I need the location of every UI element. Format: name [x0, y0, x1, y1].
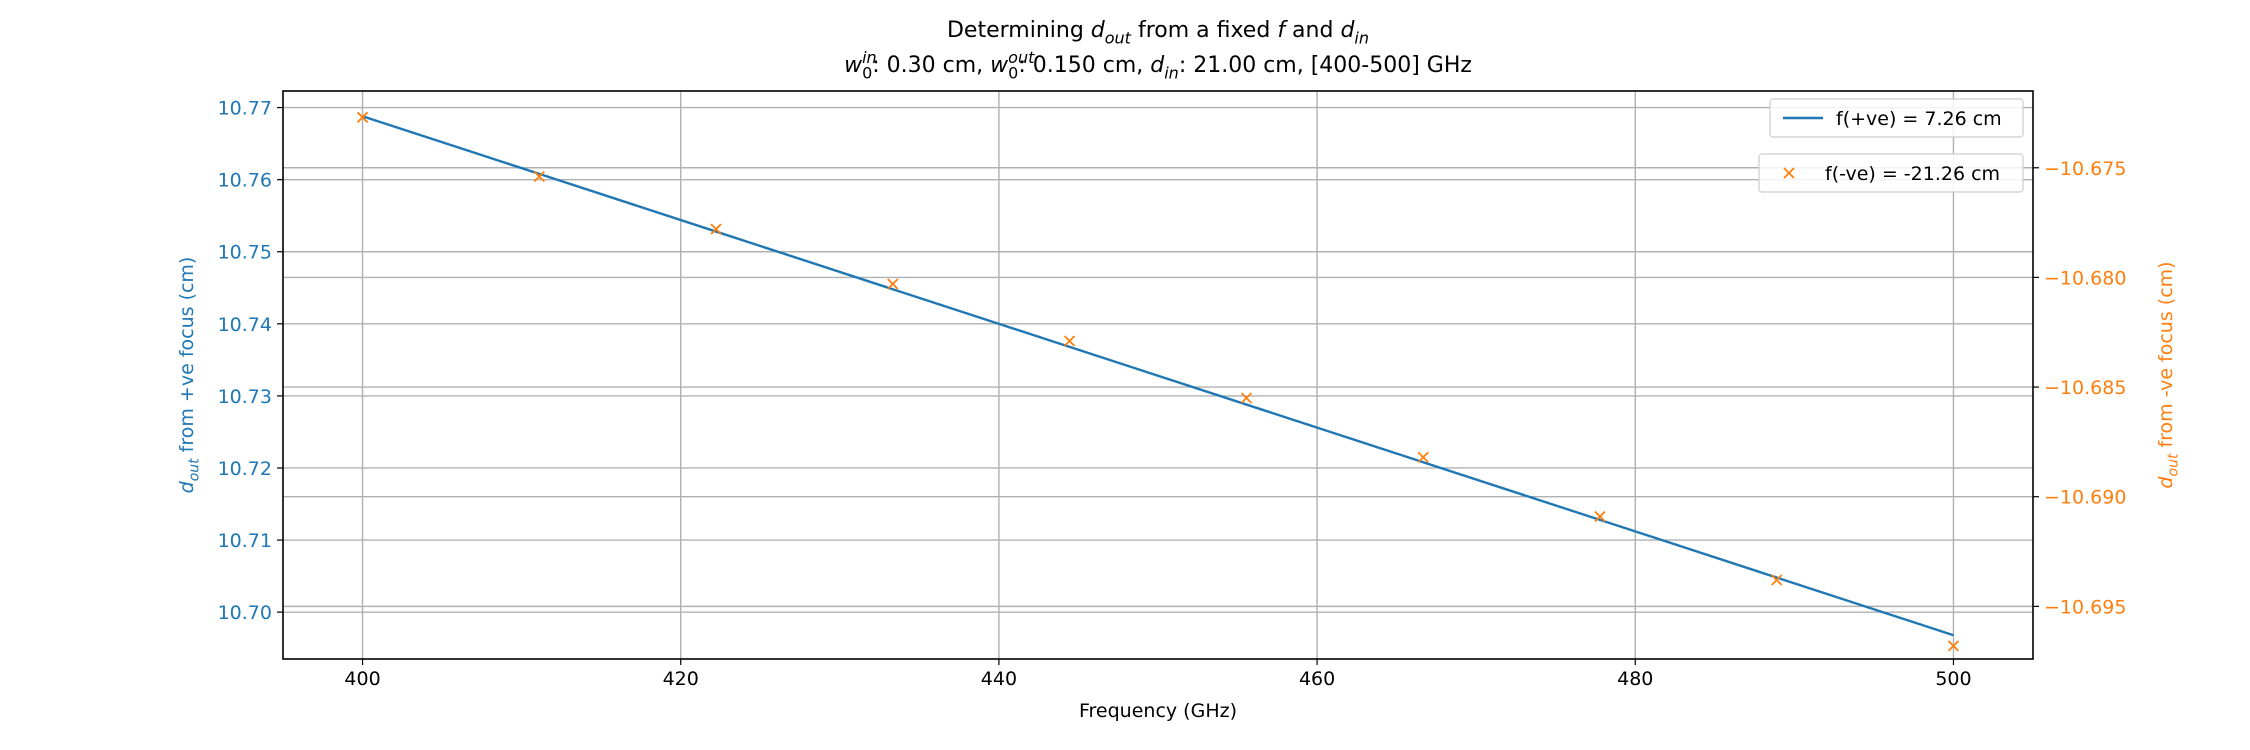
text-run: w — [844, 53, 863, 78]
x-tick-label: 400 — [344, 668, 380, 690]
chart-subtitle: win 0: 0.30 cm, wout 0: 0.150 cm, din: 21.… — [844, 48, 1472, 83]
text-run: out — [1008, 48, 1035, 67]
x-tick-label: 500 — [1935, 668, 1971, 690]
series-marker — [1417, 451, 1429, 463]
text-run: d — [2155, 476, 2177, 489]
series-marker — [356, 111, 369, 123]
text-run: d — [1340, 18, 1355, 43]
plot-area — [282, 90, 2034, 660]
text-run: d — [1091, 18, 1106, 43]
grid — [283, 91, 2033, 659]
text-run: in — [862, 48, 877, 67]
y-tick-label-right: −10.685 — [2044, 377, 2126, 399]
legend-box — [1769, 98, 2024, 138]
legend-box — [1758, 153, 2024, 193]
series-marker — [1063, 335, 1076, 347]
legend-label: f(+ve) = 7.26 cm — [1836, 108, 2002, 130]
y-axis-label-left: dout from +ve focus (cm) — [176, 257, 203, 494]
chart-title: Determining dout from a fixed f and din — [947, 18, 1369, 48]
y-tick-label-right: −10.680 — [2044, 267, 2126, 289]
text-run: 0 — [1008, 64, 1018, 83]
series-marker — [1947, 640, 1960, 652]
y-tick-label-left: 10.70 — [218, 602, 272, 624]
legend-label: f(-ve) = -21.26 cm — [1825, 163, 2000, 185]
text-run: in — [1354, 29, 1369, 48]
y-axis-label-right: dout from -ve focus (cm) — [2155, 261, 2182, 488]
text-run: in — [1164, 64, 1179, 83]
y-tick-label-right: −10.695 — [2044, 596, 2126, 618]
series-marker — [533, 170, 545, 183]
text-run: : 0.150 cm, — [1018, 53, 1150, 78]
x-tick-label: 480 — [1617, 668, 1653, 690]
text-run: out — [1105, 29, 1132, 48]
x-tick-label: 440 — [981, 668, 1017, 690]
x-tick-label: 460 — [1299, 668, 1335, 690]
series-marker — [1594, 510, 1606, 523]
axes: 400 420 440 460 480 500 10.70 10.71 10.72 10.73 10… — [218, 98, 2127, 690]
y-tick-label-left: 10.76 — [218, 170, 272, 192]
y-tick-label-left: 10.71 — [218, 530, 272, 552]
series-line — [362, 115, 1954, 637]
text-run: out — [2166, 453, 2182, 476]
series-marker — [710, 223, 722, 235]
y-tick-label-left: 10.75 — [218, 242, 272, 264]
series-marker — [1771, 574, 1783, 586]
plot-data — [356, 111, 1960, 652]
series-marker — [1240, 392, 1253, 404]
text-run: : 21.00 cm, [400-500] GHz — [1179, 53, 1472, 78]
y-tick-label-left: 10.72 — [218, 458, 272, 480]
y-tick-label-left: 10.77 — [218, 98, 272, 120]
y-tick-label-left: 10.74 — [218, 314, 272, 336]
text-run: d — [1150, 53, 1165, 78]
text-run: Determining — [947, 18, 1091, 43]
y-tick-label-right: −10.675 — [2044, 158, 2126, 180]
y-tick-label-left: 10.73 — [218, 386, 272, 408]
text-run: 0 — [862, 64, 872, 83]
text-run: from a fixed — [1131, 18, 1277, 43]
text-run: w — [990, 53, 1009, 78]
text-run: and — [1285, 18, 1340, 43]
series-marker — [887, 278, 899, 290]
text-run: f — [1277, 18, 1288, 43]
x-axis-label: Frequency (GHz) — [1079, 700, 1237, 722]
text-run: from -ve focus (cm) — [2155, 261, 2177, 453]
text-run: out — [187, 458, 203, 481]
text-run: d — [176, 480, 198, 493]
legend-marker-swatch — [1783, 167, 1795, 179]
y-tick-label-right: −10.690 — [2044, 487, 2126, 509]
text-run: from +ve focus (cm) — [176, 257, 198, 459]
text-run: : 0.30 cm, — [872, 53, 990, 78]
legend: f(+ve) = 7.26 cm f(-ve) = -21.26 cm — [1758, 98, 2024, 193]
x-tick-label: 420 — [663, 668, 699, 690]
